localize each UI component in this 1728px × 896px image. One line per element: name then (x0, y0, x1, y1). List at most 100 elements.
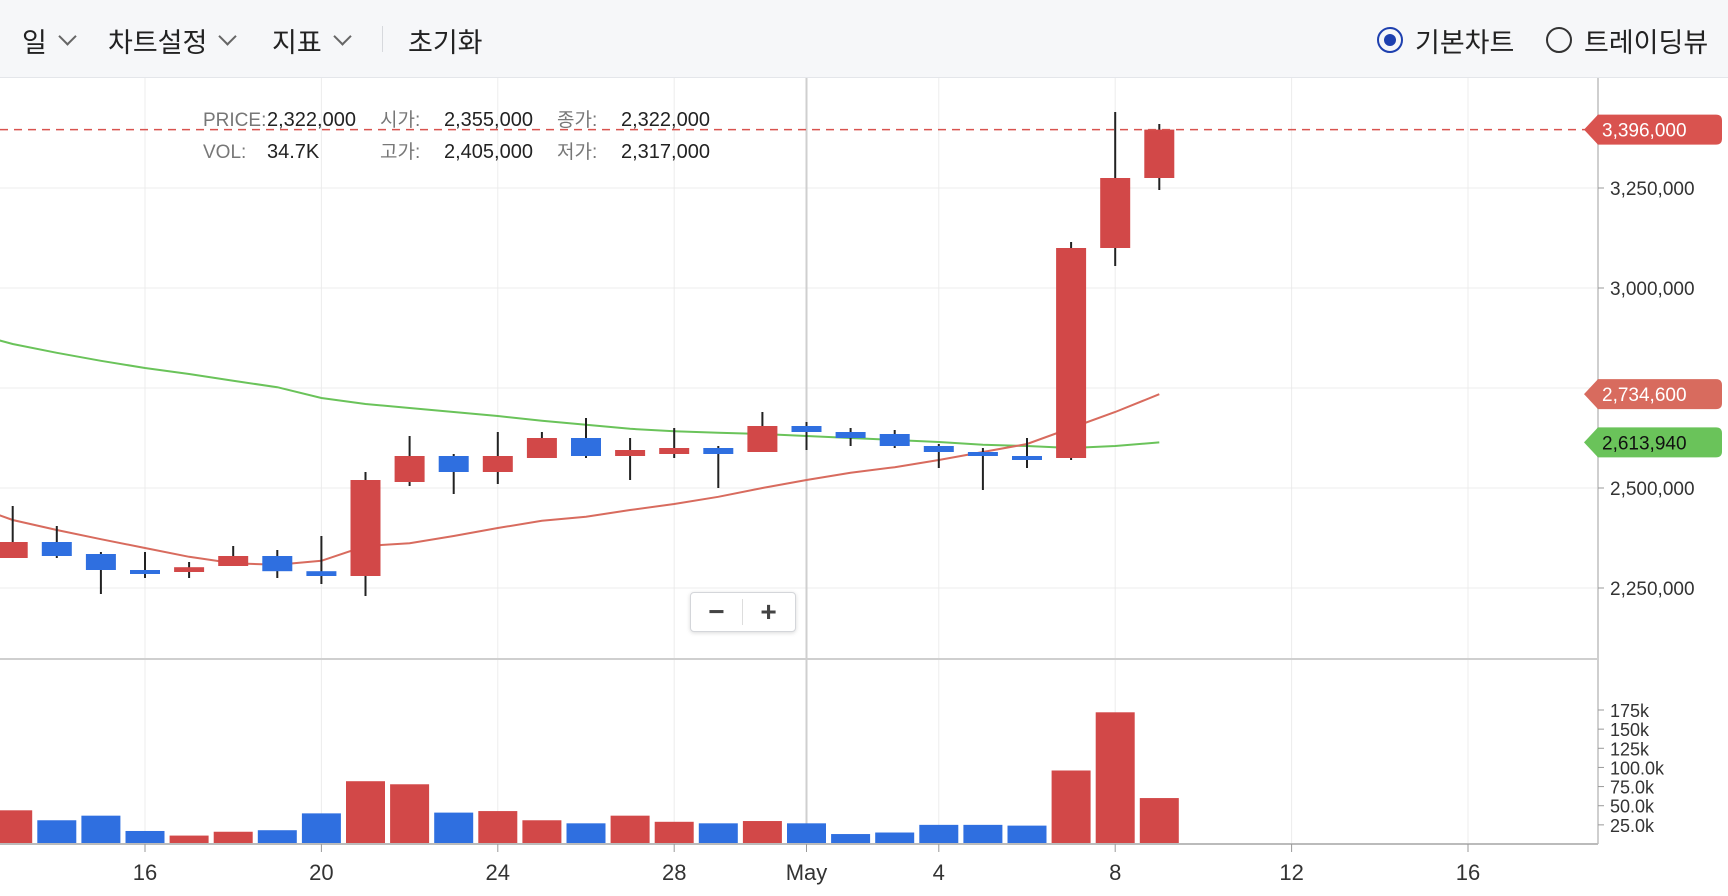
ma-short-line (0, 393, 1160, 566)
volume-bar (346, 781, 385, 844)
volume-tick-label: 75.0k (1610, 778, 1655, 798)
tradingview-label: 트레이딩뷰 (1584, 27, 1709, 58)
radio-unselected-icon (1546, 27, 1572, 53)
time-tick-label: May (786, 860, 828, 885)
chart-toolbar: 일 차트설정 지표 초기화 기본차트 트레이딩뷰 (0, 0, 1728, 78)
candle-body (615, 450, 646, 456)
chevron-down-icon (332, 26, 352, 46)
volume-bar (434, 812, 474, 844)
reset-label: 초기화 (408, 27, 483, 58)
ma-long-tag-bg (1584, 427, 1722, 458)
volume-bar (522, 820, 562, 844)
volume-bar (698, 823, 738, 844)
chart-grid (0, 78, 1598, 844)
volume-bar (169, 835, 209, 844)
candle-body (967, 452, 998, 456)
zoom-divider (742, 599, 743, 625)
open-label: 시가: (380, 109, 420, 131)
time-tick-label: 16 (133, 860, 157, 885)
candle-body (1056, 248, 1087, 458)
candle-body (923, 446, 954, 452)
candle-body (1100, 178, 1131, 248)
candle-body (130, 570, 160, 574)
price-tick-label: 2,250,000 (1610, 579, 1695, 600)
candle-body (571, 438, 601, 456)
basic-chart-radio[interactable]: 기본차트 (1377, 20, 1514, 60)
volume-bar (1051, 770, 1091, 844)
candle-body (41, 542, 72, 556)
candle-body (1144, 129, 1175, 178)
basic-chart-label: 기본차트 (1415, 27, 1515, 58)
volume-bar (742, 821, 782, 844)
price-tick-label: 2,500,000 (1610, 479, 1695, 500)
price-tick-label: 3,250,000 (1610, 179, 1695, 200)
tradingview-radio[interactable]: 트레이딩뷰 (1546, 20, 1708, 60)
time-tick-label: 28 (662, 860, 686, 885)
chart-settings-label: 차트설정 (108, 27, 208, 58)
moving-averages (0, 339, 1160, 566)
volume-tick-label: 50.0k (1610, 797, 1655, 817)
time-tick-label: 12 (1279, 860, 1303, 885)
volume-bar (37, 820, 77, 844)
volume-bar (919, 824, 959, 844)
price-tick-label: 3,000,000 (1610, 279, 1695, 300)
volume-bar (831, 834, 871, 844)
close-label: 종가: (557, 109, 597, 131)
time-tick-label: 24 (486, 860, 510, 885)
candle-body (306, 571, 337, 576)
volume-tick-label: 175k (1610, 701, 1650, 721)
candle-body (835, 432, 866, 438)
volume-bar (257, 830, 297, 844)
chevron-down-icon (58, 26, 77, 46)
chevron-down-icon (218, 26, 238, 46)
zoom-out-button[interactable]: − (708, 596, 725, 627)
volume-bar (875, 832, 915, 844)
reset-button[interactable]: 초기화 (408, 20, 483, 60)
current-price-tag-bg (1584, 114, 1722, 145)
volume-bar (81, 815, 121, 844)
volume-bar (0, 810, 33, 844)
candle-body (350, 480, 381, 576)
current-price-tag: 3,396,000 (1602, 121, 1687, 142)
close-value: 2,322,000 (621, 109, 710, 131)
volume-bar (1139, 798, 1179, 844)
indicators-label: 지표 (272, 27, 322, 58)
indicators-dropdown[interactable]: 지표 (272, 20, 352, 60)
candle-body (438, 456, 469, 472)
ma-short-tag-bg (1584, 379, 1722, 410)
candle-body (747, 426, 778, 452)
zoom-controls: − + (690, 592, 796, 632)
ohlc-info-panel: PRICE: 2,322,000 시가: 2,355,000 종가: 2,322… (203, 109, 710, 163)
candle-body (85, 554, 116, 570)
candle-body (174, 567, 205, 572)
candle-body (482, 456, 513, 472)
chart-settings-dropdown[interactable]: 차트설정 (108, 20, 238, 60)
volume-bar (301, 813, 341, 844)
period-dropdown[interactable]: 일 (22, 20, 77, 60)
candle-body (659, 448, 690, 454)
low-label: 저가: (557, 141, 597, 163)
time-tick-label: 8 (1109, 860, 1121, 885)
low-value: 2,317,000 (621, 141, 710, 163)
volume-tick-label: 125k (1610, 739, 1650, 759)
price-chart[interactable]: 2,250,000 2,500,000 3,000,000 3,250,000 25.0… (0, 78, 1728, 896)
zoom-in-button[interactable]: + (760, 596, 777, 627)
chart-axes: 2,250,000 2,500,000 3,000,000 3,250,000 25.0… (0, 78, 1722, 885)
volume-bars (0, 712, 1179, 844)
vol-label: VOL: (203, 142, 246, 163)
volume-tick-label: 100.0k (1610, 758, 1665, 778)
volume-bar (963, 824, 1003, 844)
price-label: PRICE: (203, 110, 266, 131)
candle-body (879, 434, 910, 446)
ma-long-tag: 2,613,940 (1602, 433, 1687, 454)
price-value: 2,322,000 (267, 109, 356, 131)
radio-selected-icon (1377, 27, 1403, 53)
volume-tick-label: 150k (1610, 720, 1650, 740)
candle-body (1012, 456, 1042, 460)
candle-body (703, 448, 734, 454)
period-label: 일 (22, 27, 47, 58)
candle-body (394, 456, 425, 482)
candle-body (791, 426, 822, 432)
ma-short-tag: 2,734,600 (1602, 385, 1687, 406)
candle-body (526, 438, 557, 458)
